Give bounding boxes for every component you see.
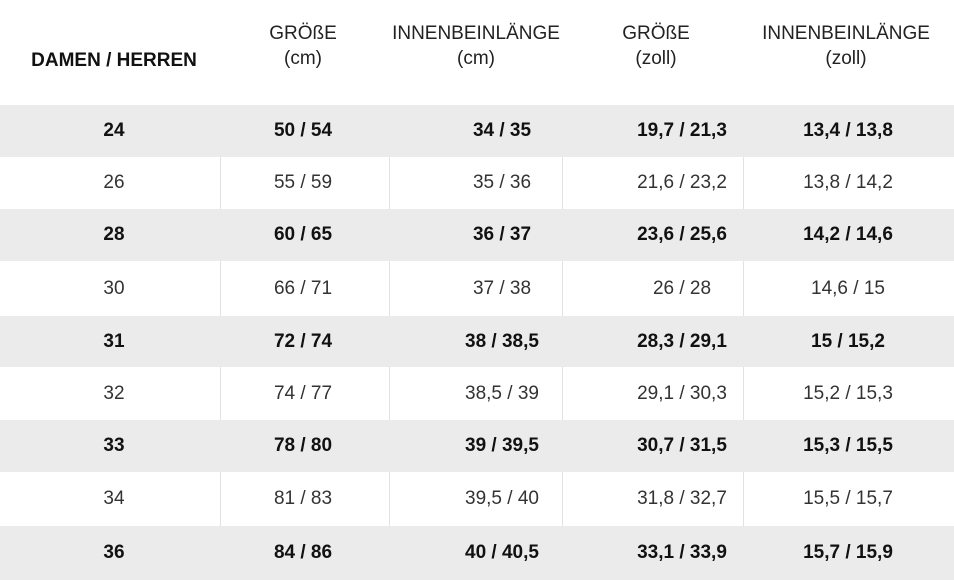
cell-innenbein-cm: 34 / 35 [472, 120, 532, 141]
cell-groesse-cm: 60 / 65 [273, 224, 333, 245]
header-groesse-cm: GRÖßE (cm) [220, 0, 386, 104]
cell-size: 30 [103, 277, 125, 299]
table-row: 24 50 / 54 34 / 35 19,7 / 21,3 13,4 / 13… [0, 105, 954, 157]
table-row: 33 78 / 80 39 / 39,5 30,7 / 31,5 15,3 / … [0, 420, 954, 472]
cell-groesse-cm: 66 / 71 [273, 277, 333, 299]
cell-innenbein-cm: 39 / 39,5 [465, 435, 539, 456]
cell-groesse-zoll: 28,3 / 29,1 [637, 330, 727, 352]
column-divider [220, 472, 221, 526]
table-row: 26 55 / 59 35 / 36 21,6 / 23,2 13,8 / 14… [0, 157, 954, 209]
cell-groesse-zoll: 33,1 / 33,9 [637, 542, 727, 563]
header-damen-herren: DAMEN / HERREN [0, 0, 228, 104]
header-col2-line2: (cm) [284, 48, 322, 69]
cell-innenbein-cm: 38 / 38,5 [465, 330, 539, 352]
header-col4-line2: (zoll) [635, 48, 677, 69]
column-divider [389, 157, 390, 209]
header-innenbeinlaenge-zoll: INNENBEINLÄNGE (zoll) [756, 0, 936, 104]
cell-groesse-cm: 81 / 83 [273, 488, 333, 509]
cell-size: 33 [103, 435, 125, 456]
cell-innenbein-zoll: 14,6 / 15 [811, 277, 885, 299]
cell-size: 28 [103, 224, 125, 245]
cell-innenbein-zoll: 14,2 / 14,6 [803, 224, 893, 245]
header-innenbeinlaenge-cm: INNENBEINLÄNGE (cm) [389, 0, 563, 104]
cell-innenbein-zoll: 15,5 / 15,7 [803, 488, 893, 509]
cell-groesse-zoll: 21,6 / 23,2 [637, 172, 727, 193]
column-divider [743, 367, 744, 420]
column-divider [389, 261, 390, 316]
table-row: 31 72 / 74 38 / 38,5 28,3 / 29,1 15 / 15… [0, 316, 954, 367]
cell-size: 32 [103, 382, 125, 404]
cell-innenbein-zoll: 15 / 15,2 [811, 330, 885, 352]
cell-groesse-cm: 74 / 77 [273, 382, 333, 404]
table-row: 36 84 / 86 40 / 40,5 33,1 / 33,9 15,7 / … [0, 526, 954, 580]
cell-size: 26 [103, 172, 125, 193]
cell-groesse-cm: 84 / 86 [273, 542, 333, 563]
cell-innenbein-zoll: 15,2 / 15,3 [803, 382, 893, 404]
table-row: 30 66 / 71 37 / 38 26 / 28 14,6 / 15 [0, 261, 954, 316]
column-divider [562, 261, 563, 316]
column-divider [562, 157, 563, 209]
column-divider [220, 261, 221, 316]
cell-groesse-zoll: 23,6 / 25,6 [637, 224, 727, 245]
column-divider [743, 472, 744, 526]
column-divider [743, 261, 744, 316]
cell-groesse-cm: 50 / 54 [273, 120, 333, 141]
header-col2-line1: GRÖßE [269, 23, 337, 44]
cell-groesse-zoll: 31,8 / 32,7 [637, 488, 727, 509]
table-row: 32 74 / 77 38,5 / 39 29,1 / 30,3 15,2 / … [0, 367, 954, 420]
column-divider [389, 472, 390, 526]
header-col3-line2: (cm) [457, 48, 495, 69]
cell-groesse-zoll: 26 / 28 [652, 277, 712, 299]
table-row: 34 81 / 83 39,5 / 40 31,8 / 32,7 15,5 / … [0, 472, 954, 526]
cell-innenbein-cm: 35 / 36 [472, 172, 532, 193]
column-divider [220, 367, 221, 420]
cell-groesse-zoll: 30,7 / 31,5 [637, 435, 727, 456]
cell-groesse-cm: 78 / 80 [273, 435, 333, 456]
cell-groesse-cm: 72 / 74 [273, 330, 333, 352]
header-col5-line2: (zoll) [825, 48, 867, 69]
header-col1-label: DAMEN / HERREN [31, 49, 197, 71]
cell-groesse-zoll: 29,1 / 30,3 [637, 382, 727, 404]
cell-innenbein-zoll: 15,3 / 15,5 [803, 435, 893, 456]
cell-innenbein-cm: 40 / 40,5 [465, 542, 539, 563]
cell-innenbein-zoll: 15,7 / 15,9 [803, 542, 893, 563]
cell-size: 24 [103, 120, 125, 141]
header-groesse-zoll: GRÖßE (zoll) [570, 0, 742, 104]
column-divider [562, 367, 563, 420]
cell-size: 36 [103, 542, 125, 563]
column-divider [562, 472, 563, 526]
cell-innenbein-zoll: 13,8 / 14,2 [803, 172, 893, 193]
cell-groesse-zoll: 19,7 / 21,3 [637, 120, 727, 141]
header-col3-line1: INNENBEINLÄNGE [392, 23, 560, 44]
cell-innenbein-zoll: 13,4 / 13,8 [803, 120, 893, 141]
cell-groesse-cm: 55 / 59 [273, 172, 333, 193]
table-row: 28 60 / 65 36 / 37 23,6 / 25,6 14,2 / 14… [0, 209, 954, 261]
cell-innenbein-cm: 37 / 38 [472, 277, 532, 299]
cell-innenbein-cm: 36 / 37 [472, 224, 532, 245]
cell-innenbein-cm: 38,5 / 39 [465, 382, 539, 404]
column-divider [743, 157, 744, 209]
table-header-row: DAMEN / HERREN GRÖßE (cm) INNENBEINLÄNGE… [0, 0, 954, 104]
cell-size: 34 [103, 488, 125, 509]
column-divider [389, 367, 390, 420]
header-col4-line1: GRÖßE [622, 23, 690, 44]
header-col5-line1: INNENBEINLÄNGE [762, 23, 930, 44]
column-divider [220, 157, 221, 209]
cell-innenbein-cm: 39,5 / 40 [465, 488, 539, 509]
cell-size: 31 [103, 330, 125, 352]
